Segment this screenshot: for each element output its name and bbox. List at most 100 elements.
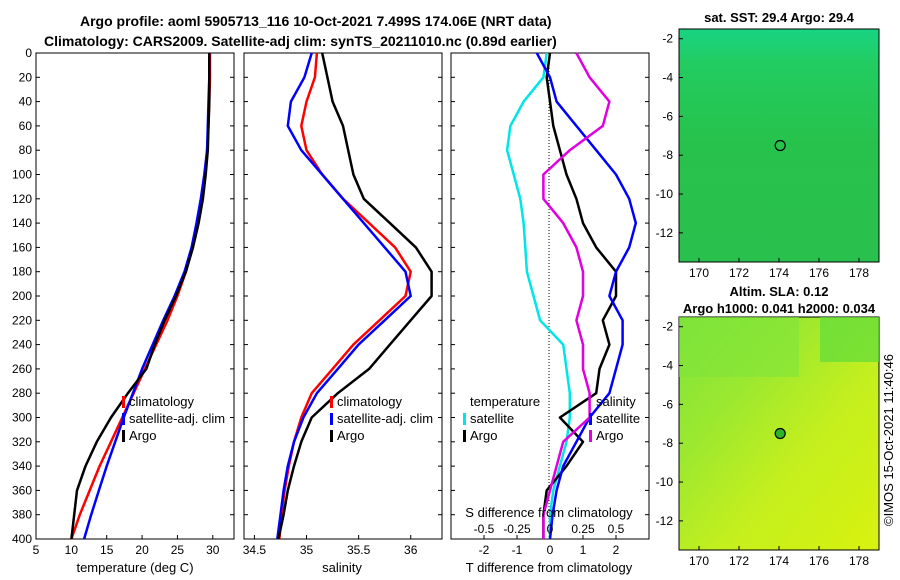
x-tick-label: 25	[171, 543, 185, 557]
y-tick-label: 280	[12, 386, 32, 400]
series-line-satellite-adj-clim	[82, 53, 211, 540]
legend-swatch-temp-argo	[463, 430, 466, 442]
legend-label-sal-argo: Argo	[596, 428, 623, 443]
x-tick-label: 174	[769, 266, 789, 280]
y-tick-label: 380	[12, 508, 32, 522]
sla-high-region	[679, 317, 799, 377]
temperature-xlabel: temperature (deg C)	[76, 560, 193, 575]
legend-title-temperature: temperature	[470, 394, 540, 409]
x-tick-label: 0	[547, 543, 554, 557]
salinity-xlabel: salinity	[322, 560, 362, 575]
y-tick-label: 20	[19, 70, 33, 84]
x-tick-label: 35	[300, 543, 314, 557]
y-tick-label: 100	[12, 168, 32, 182]
y-tick-label: 360	[12, 483, 32, 497]
series-line-argo	[70, 53, 211, 540]
x-tick-label: 34.5	[243, 543, 267, 557]
difference-legend: temperature satellite Argo salinity sate…	[463, 394, 640, 443]
y-tick-label: 60	[19, 119, 33, 133]
sla-high-region	[820, 317, 879, 362]
temperature-panel: 0 20 40 60 80 100 120 140 160 180 200 220 240 260 280 3…	[12, 46, 235, 575]
legend-swatch-climatology	[330, 396, 333, 408]
x-tick-label: 2	[613, 543, 620, 557]
s-diff-tick-label: -0.25	[503, 522, 531, 536]
y-tick-label: -8	[662, 436, 673, 450]
sst-map-title: sat. SST: 29.4 Argo: 29.4	[704, 10, 855, 25]
difference-axes	[450, 52, 650, 540]
y-tick-label: 140	[12, 216, 32, 230]
legend-swatch-satellite	[122, 413, 125, 425]
x-tick-label: 5	[33, 543, 40, 557]
temperature-axes	[35, 52, 235, 540]
y-tick-label: 260	[12, 362, 32, 376]
legend-label-climatology: climatology	[337, 394, 403, 409]
t-diff-xlabel: T difference from climatology	[466, 560, 633, 575]
x-tick-label: 178	[849, 266, 869, 280]
series-line-climatology	[278, 52, 412, 540]
y-tick-label: -4	[662, 359, 673, 373]
figure-title-line1: Argo profile: aoml 5905713_116 10-Oct-20…	[80, 13, 552, 29]
y-tick-label: 80	[19, 143, 33, 157]
y-tick-label: 180	[12, 265, 32, 279]
legend-label-sal-satellite: satellite	[596, 411, 640, 426]
salinity-legend: climatology satellite-adj. clim Argo	[330, 394, 433, 443]
y-tick-label: -2	[662, 32, 673, 46]
y-tick-label: -10	[656, 475, 674, 489]
s-diff-xlabel: S difference from climatology	[465, 505, 633, 520]
y-tick-label: -12	[656, 226, 674, 240]
y-tick-label: 200	[12, 289, 32, 303]
legend-swatch-argo	[330, 430, 333, 442]
y-tick-label: -10	[656, 187, 674, 201]
x-tick-label: 30	[206, 543, 220, 557]
s-diff-tick-label: 0.5	[608, 522, 625, 536]
x-tick-label: 170	[689, 266, 709, 280]
legend-swatch-sal-argo	[589, 430, 592, 442]
y-tick-label: 40	[19, 95, 33, 109]
salinity-panel: 34.5 35 35.5 36 salinity climatology satell…	[243, 52, 443, 575]
x-tick-label: 36	[404, 543, 418, 557]
figure-title-line2: Climatology: CARS2009. Satellite-adj cli…	[44, 33, 557, 49]
y-tick-label: 0	[25, 46, 32, 60]
series-line-temperature-argo	[542, 52, 618, 539]
legend-label-argo: Argo	[337, 428, 364, 443]
s-diff-tick-label: 0	[547, 522, 554, 536]
y-tick-label: -6	[662, 397, 673, 411]
sst-map-image	[678, 28, 880, 263]
difference-panel: -2 -1 0 1 2 T difference from climatology S …	[450, 52, 650, 575]
x-tick-label: 35.5	[347, 543, 371, 557]
series-line-argo	[277, 52, 433, 540]
x-tick-label: 174	[769, 554, 789, 568]
legend-label-argo: Argo	[129, 428, 156, 443]
series-line-salinity-argo	[542, 52, 611, 539]
legend-label-climatology: climatology	[129, 394, 195, 409]
legend-label-temp-satellite: satellite	[470, 411, 514, 426]
series-line-temperature-satellite	[505, 52, 572, 539]
y-tick-label: 120	[12, 192, 32, 206]
x-tick-label: 178	[849, 554, 869, 568]
x-tick-label: 172	[729, 266, 749, 280]
x-tick-label: 10	[65, 543, 79, 557]
x-tick-label: -2	[479, 543, 490, 557]
y-tick-label: -8	[662, 148, 673, 162]
y-tick-label: -4	[662, 71, 673, 85]
x-tick-label: 20	[135, 543, 149, 557]
y-tick-label: 160	[12, 240, 32, 254]
sla-map-subtitle: Argo h1000: 0.041 h2000: 0.034	[683, 301, 876, 316]
y-tick-label: 340	[12, 459, 32, 473]
temperature-legend: climatology satellite-adj. clim Argo	[122, 394, 225, 443]
s-diff-tick-label: 0.25	[571, 522, 595, 536]
y-tick-label: 240	[12, 338, 32, 352]
legend-swatch-satellite	[330, 413, 333, 425]
x-tick-label: 170	[689, 554, 709, 568]
x-tick-label: 15	[100, 543, 114, 557]
x-tick-label: 176	[809, 266, 829, 280]
y-tick-label: -12	[656, 514, 674, 528]
y-tick-label: -2	[662, 320, 673, 334]
sst-map-panel: sat. SST: 29.4 Argo: 29.4 170 172 174 176 17…	[656, 10, 880, 280]
x-tick-label: 172	[729, 554, 749, 568]
legend-label-satellite: satellite-adj. clim	[337, 411, 433, 426]
y-tick-label: 300	[12, 411, 32, 425]
y-tick-label: 400	[12, 532, 32, 546]
legend-swatch-climatology	[122, 396, 125, 408]
